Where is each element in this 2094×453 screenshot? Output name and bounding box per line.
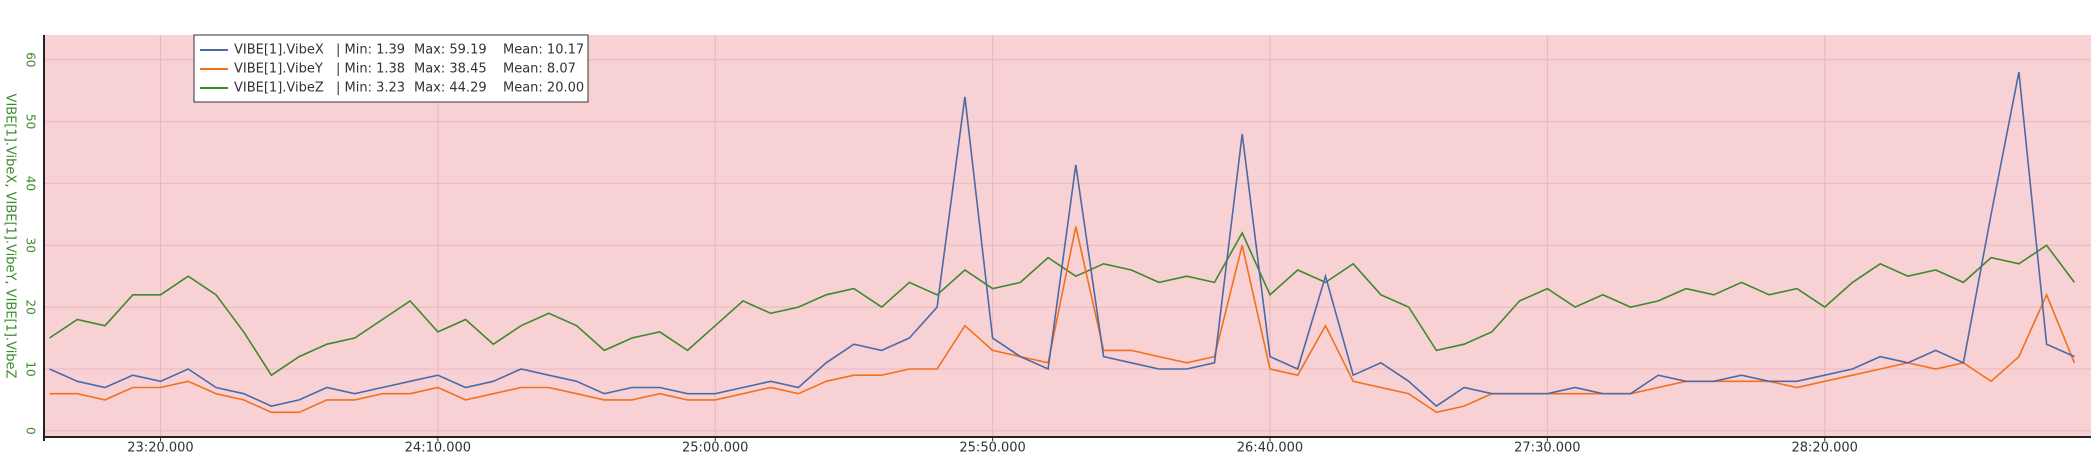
y-tick-label: 0: [24, 427, 38, 435]
x-tick-label: 28:20.000: [1792, 441, 1858, 453]
legend-label: VIBE[1].VibeZ: [234, 81, 324, 96]
y-axis-label: VIBE[1].VibeX, VIBE[1].VibeY, VIBE[1].Vi…: [3, 94, 18, 379]
legend-label: VIBE[1].VibeX: [234, 43, 324, 58]
x-tick-label: 25:50.000: [959, 441, 1025, 453]
x-tick-label: 27:30.000: [1514, 441, 1580, 453]
legend-stat: Mean: 10.17: [503, 43, 584, 58]
legend-label: VIBE[1].VibeY: [234, 62, 323, 77]
legend-stat: | Min: 3.23: [336, 81, 405, 96]
legend-stat: Mean: 8.07: [503, 62, 576, 77]
y-tick-label: 60: [23, 52, 37, 67]
y-tick-label: 20: [24, 299, 38, 314]
x-tick-label: 26:40.000: [1237, 441, 1303, 453]
series-line: [49, 226, 2076, 414]
legend-stat: Max: 59.19: [414, 43, 487, 58]
legend-stat: | Min: 1.38: [336, 62, 405, 77]
legend-stat: Max: 44.29: [414, 81, 487, 96]
x-tick-label: 23:20.000: [127, 441, 193, 453]
legend-stat: Mean: 20.00: [503, 81, 584, 96]
series-line: [49, 71, 2075, 408]
legend-stat: Max: 38.45: [414, 62, 487, 77]
legend-box: [193, 34, 589, 103]
y-tick-label: 40: [24, 176, 38, 191]
legend: VIBE[1].VibeX | Min: 1.39 Max: 59.19 Mean: …: [193, 34, 589, 103]
y-tick-label: 30: [24, 238, 38, 253]
y-tick-label: 10: [24, 361, 38, 376]
x-tick-label: 25:00.000: [682, 441, 748, 453]
y-tick-label: 50: [23, 114, 37, 129]
legend-stat: | Min: 1.39: [336, 43, 405, 58]
x-tick-label: 24:10.000: [405, 441, 471, 453]
